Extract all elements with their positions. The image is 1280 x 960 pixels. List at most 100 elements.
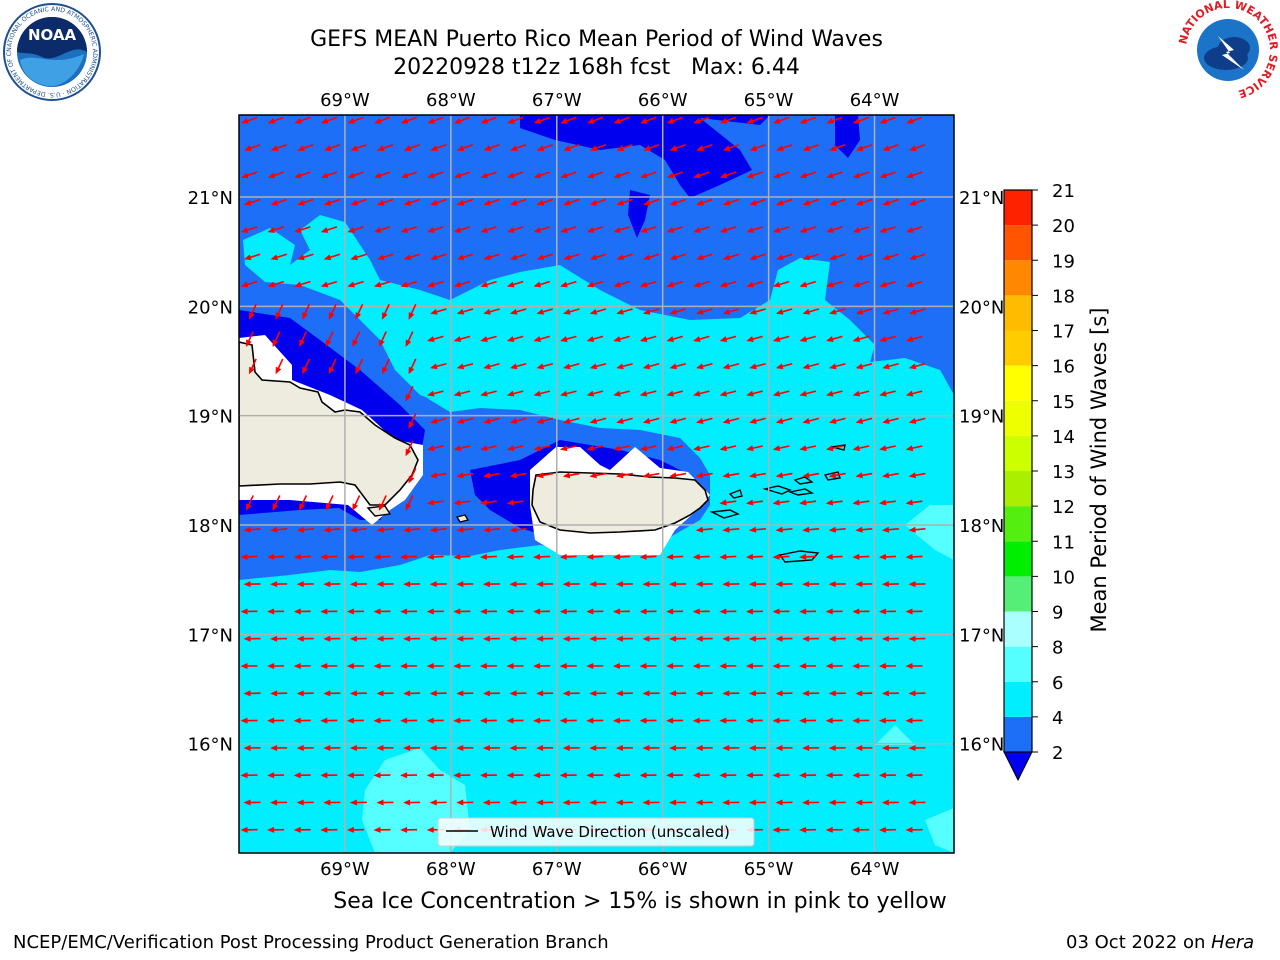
wave-direction-arrowhead [612,608,620,615]
wind-wave-direction-arrows [240,116,926,833]
wave-direction-arrowhead [905,553,913,560]
wave-direction-arrowhead [270,199,279,206]
wave-direction-arrowhead [745,663,753,670]
wave-direction-arrowhead [456,308,465,315]
wave-direction-arrowhead [852,172,861,179]
wave-direction-arrowhead [241,118,249,124]
wave-direction-arrowhead [908,418,917,424]
wave-direction-arrowhead [642,363,651,370]
wave-direction-arrowhead [692,445,701,452]
longitude-label: 68°W [426,90,476,111]
wave-direction-arrowhead [908,308,917,315]
wave-direction-arrowhead [562,690,570,697]
wave-direction-arrowhead [719,608,727,615]
wave-direction-arrowhead [852,717,860,724]
wave-direction-arrowhead [479,663,487,670]
wave-direction-arrowhead [615,690,623,697]
wave-direction-arrowhead [320,172,329,179]
wave-direction-arrowhead [666,281,675,288]
wave-direction-arrowhead [775,744,783,751]
wave-direction-arrowhead [666,227,675,233]
legend-box [437,817,755,847]
wave-direction-arrowhead [320,227,329,233]
wave-direction-arrowhead [589,199,598,206]
wave-direction-arrowhead [355,312,362,320]
wave-direction-arrowhead [642,744,650,751]
wave-direction-arrowhead [506,227,515,233]
wave-direction-arrowhead [905,772,913,779]
wave-direction-arrowhead [480,281,488,288]
longitude-label: 69°W [320,859,370,880]
colorbar-segment [1004,295,1032,331]
wave-direction-arrowhead [296,744,304,751]
wave-direction-arrowhead [908,199,917,206]
wave-direction-arrowhead [669,254,678,261]
wave-direction-arrowhead [456,145,465,151]
wave-direction-arrowhead [506,445,515,452]
wave-direction-arrowhead [799,772,807,779]
wave-direction-arrowhead [376,744,384,751]
wave-direction-arrowhead [749,363,757,370]
wave-direction-arrowhead [799,227,808,233]
wave-direction-arrowhead [245,339,252,348]
wave-direction-arrowhead [642,690,650,697]
wave-direction-arrowhead [297,199,305,206]
wave-direction-arrowhead [616,472,624,479]
wave-direction-arrowhead [878,608,886,615]
wave-direction-arrowhead [775,254,784,261]
wave-direction-arrowhead [509,254,518,261]
wave-direction-arrowhead [536,254,545,261]
wave-direction-arrowhead [296,581,304,588]
wave-direction-arrowhead [323,581,331,588]
wave-direction-arrowhead [533,717,541,724]
wave-direction-arrowhead [666,608,674,615]
colorbar-segment [1004,471,1032,507]
wave-direction-arrowhead [483,254,491,261]
wave-direction-arrowhead [829,145,837,151]
wave-direction-arrowhead [347,227,355,233]
wave-direction-arrowhead [302,366,308,375]
wave-direction-arrowhead [533,336,542,342]
wave-direction-arrowhead [882,145,891,151]
colorbar-segment [1004,225,1032,261]
wave-direction-arrowhead [802,472,810,479]
wave-direction-arrowhead [453,227,462,233]
wave-direction-arrowhead [563,363,571,370]
wave-direction-arrowhead [293,717,301,724]
wave-direction-arrowhead [349,799,357,806]
wave-direction-arrowhead [323,145,332,151]
latitude-label: 17°N [959,625,1004,646]
wave-direction-arrowhead [908,690,916,697]
wave-direction-arrowhead [429,690,437,697]
wave-direction-arrowhead [346,717,354,724]
wave-direction-arrowhead [589,363,598,370]
wave-direction-arrowhead [403,526,411,533]
wave-direction-arrowhead [296,635,304,642]
wave-direction-arrowhead [374,172,382,179]
wave-direction-arrowhead [376,690,384,697]
wave-direction-arrowhead [403,199,412,206]
map-legend: Wind Wave Direction (unscaled) [437,817,755,847]
wave-direction-arrowhead [536,690,544,697]
wave-direction-arrowhead [453,663,461,670]
mona-island [455,514,470,523]
longitude-label: 67°W [532,90,582,111]
wave-direction-arrowhead [695,526,703,533]
wave-direction-arrowhead [297,254,305,261]
colorbar-extend-triangle [1003,751,1033,782]
wave-direction-arrowhead [328,312,335,320]
wave-direction-arrowhead [908,635,916,642]
wave-direction-arrowhead [802,690,810,697]
wave-direction-arrowhead [320,553,328,560]
colorbar-tick-label: 14 [1052,427,1075,448]
wave-direction-arrowhead [746,172,755,179]
vieques-island [709,509,740,519]
wave-direction-arrowhead [509,199,518,206]
wave-direction-arrowhead [586,445,595,452]
wave-direction-arrowhead [749,418,757,424]
wave-direction-arrowhead [719,772,727,779]
wave-direction-arrowhead [852,445,861,452]
wave-direction-arrowhead [852,227,861,233]
wave-direction-arrowhead [405,393,412,402]
wave-direction-arrowhead [639,445,648,452]
